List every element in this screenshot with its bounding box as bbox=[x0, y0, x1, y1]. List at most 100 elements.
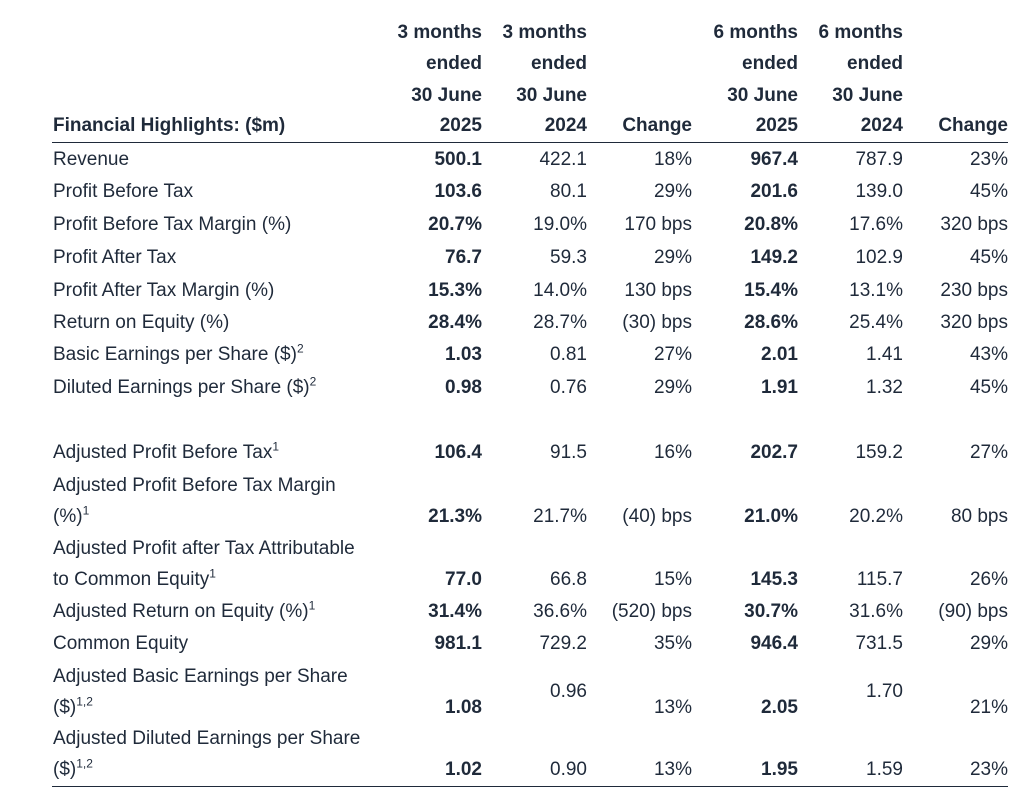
table-cell: 17.6% bbox=[849, 214, 903, 235]
column-header-line: ended bbox=[426, 53, 482, 74]
row-label: ($)1,2 bbox=[53, 756, 93, 780]
table-cell: 2.05 bbox=[761, 697, 798, 718]
column-header-line: 3 months bbox=[502, 22, 587, 43]
table-cell: 45% bbox=[969, 247, 1008, 268]
table-cell: 21.7% bbox=[533, 506, 587, 527]
table-cell: 130 bps bbox=[624, 280, 692, 301]
row-label: Profit Before Tax bbox=[53, 181, 194, 202]
footnote-marker: 1 bbox=[209, 566, 216, 581]
table-cell: 91.5 bbox=[550, 442, 587, 463]
table-cell: 21.3% bbox=[428, 506, 482, 527]
table-cell: 28.7% bbox=[533, 312, 587, 333]
table-cell: 787.9 bbox=[855, 149, 903, 170]
table-cell: 18% bbox=[653, 149, 692, 170]
table-cell: 80.1 bbox=[550, 181, 587, 202]
table-cell: 1.41 bbox=[866, 344, 903, 365]
table-cell: 230 bps bbox=[940, 280, 1008, 301]
column-header-line: ended bbox=[847, 53, 903, 74]
table-cell: 1.08 bbox=[445, 697, 482, 718]
footnote-marker: 1 bbox=[272, 439, 280, 454]
table-cell: 20.2% bbox=[849, 506, 903, 527]
row-label: Return on Equity (%) bbox=[53, 312, 230, 333]
row-label: Adjusted Profit Before Tax1 bbox=[53, 439, 280, 463]
footnote-marker: 1 bbox=[82, 503, 90, 518]
row-label: Basic Earnings per Share ($)2 bbox=[53, 341, 304, 365]
table-cell: 1.91 bbox=[761, 377, 798, 398]
column-header-line: 2025 bbox=[439, 115, 482, 136]
table-cell: 320 bps bbox=[940, 312, 1008, 333]
table-cell: 26% bbox=[969, 569, 1008, 590]
table-cell: 1.95 bbox=[761, 759, 798, 780]
table-cell: 1.03 bbox=[445, 344, 482, 365]
column-header-line: Change bbox=[938, 115, 1008, 136]
table-cell: (30) bps bbox=[622, 312, 692, 333]
bottom-rule bbox=[52, 786, 1008, 787]
table-cell: 20.7% bbox=[428, 214, 482, 235]
table-cell: 981.1 bbox=[434, 633, 482, 654]
table-cell: 30.7% bbox=[744, 601, 798, 622]
table-cell: 14.0% bbox=[533, 280, 587, 301]
table-cell: 23% bbox=[969, 149, 1008, 170]
table-cell: 2.01 bbox=[761, 344, 798, 365]
table-cell: 13.1% bbox=[849, 280, 903, 301]
table-cell: (520) bps bbox=[611, 601, 692, 622]
table-cell: 0.90 bbox=[550, 759, 587, 780]
table-cell: 45% bbox=[969, 181, 1008, 202]
table-cell: 202.7 bbox=[750, 442, 798, 463]
table-cell: 15.3% bbox=[428, 280, 482, 301]
table-cell: 76.7 bbox=[445, 247, 482, 268]
table-cell: 15% bbox=[653, 569, 692, 590]
table-cell: 28.4% bbox=[428, 312, 482, 333]
table-cell: 77.0 bbox=[445, 569, 482, 590]
table-cell: 1.32 bbox=[866, 377, 903, 398]
footnote-marker: 1 bbox=[308, 598, 316, 613]
table-cell: 66.8 bbox=[550, 569, 587, 590]
column-header-line: 2025 bbox=[755, 115, 798, 136]
row-label: Common Equity bbox=[53, 633, 189, 654]
column-header-line: ended bbox=[742, 53, 798, 74]
column-header-line: 2024 bbox=[860, 115, 903, 136]
table-cell: 45% bbox=[969, 377, 1008, 398]
table-cell: 15.4% bbox=[744, 280, 798, 301]
row-label: Adjusted Basic Earnings per Share bbox=[53, 666, 348, 687]
table-cell: 500.1 bbox=[434, 149, 482, 170]
table-cell: 103.6 bbox=[434, 181, 482, 202]
row-label: to Common Equity1 bbox=[53, 566, 216, 590]
column-header-line: 30 June bbox=[832, 85, 903, 106]
table-cell: (90) bps bbox=[938, 601, 1008, 622]
table-cell: 28.6% bbox=[744, 312, 798, 333]
table-cell: 106.4 bbox=[434, 442, 482, 463]
column-header-line: Change bbox=[622, 115, 692, 136]
table-cell: 145.3 bbox=[750, 569, 798, 590]
table-cell: 59.3 bbox=[550, 247, 587, 268]
table-cell: 139.0 bbox=[855, 181, 903, 202]
table-cell: 967.4 bbox=[750, 149, 798, 170]
row-label: Diluted Earnings per Share ($)2 bbox=[53, 374, 317, 398]
table-cell: 25.4% bbox=[849, 312, 903, 333]
table-cell: 159.2 bbox=[855, 442, 903, 463]
row-label: Adjusted Profit Before Tax Margin bbox=[53, 475, 336, 496]
table-cell: 31.6% bbox=[849, 601, 903, 622]
row-label: Profit Before Tax Margin (%) bbox=[53, 214, 292, 235]
table-cell: 13% bbox=[653, 759, 692, 780]
table-cell: 422.1 bbox=[539, 149, 587, 170]
table-cell: 946.4 bbox=[750, 633, 798, 654]
table-cell: 35% bbox=[653, 633, 692, 654]
row-label: Adjusted Diluted Earnings per Share bbox=[53, 728, 361, 749]
row-label: Profit After Tax Margin (%) bbox=[53, 280, 275, 301]
table-cell: 20.8% bbox=[744, 214, 798, 235]
table-cell: 16% bbox=[653, 442, 692, 463]
table-cell: 170 bps bbox=[624, 214, 692, 235]
table-cell: 43% bbox=[969, 344, 1008, 365]
column-header-line: 30 June bbox=[411, 85, 482, 106]
table-cell: 320 bps bbox=[940, 214, 1008, 235]
footnote-marker: 1,2 bbox=[76, 756, 93, 771]
header-rule bbox=[52, 142, 1008, 143]
table-cell: 23% bbox=[969, 759, 1008, 780]
table-cell: 149.2 bbox=[750, 247, 798, 268]
table-cell: 731.5 bbox=[855, 633, 903, 654]
table-cell: 0.98 bbox=[445, 377, 482, 398]
table-cell: 29% bbox=[653, 181, 692, 202]
table-cell: 1.02 bbox=[445, 759, 482, 780]
